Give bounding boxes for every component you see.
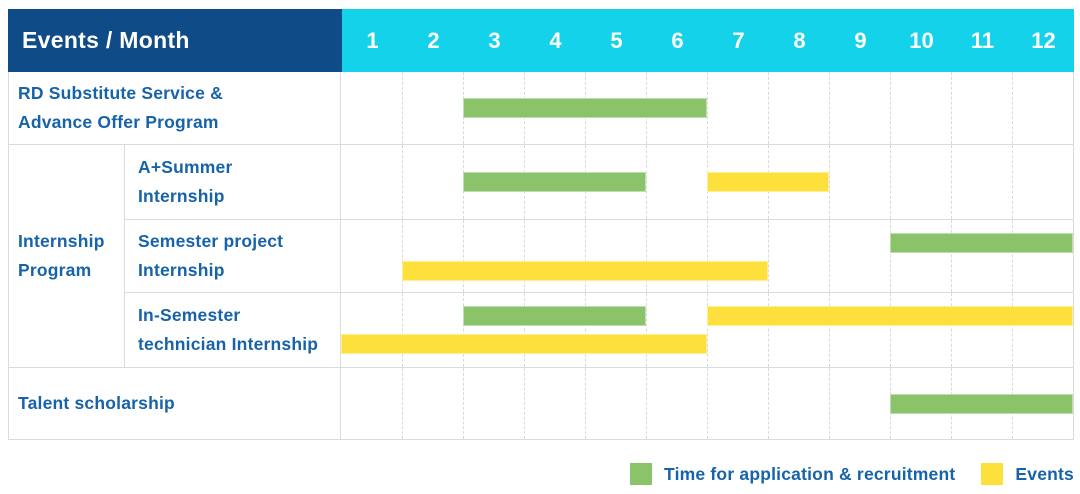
month-gridline bbox=[585, 220, 586, 292]
table-header-row: Events / Month 1 2 3 4 5 6 7 8 9 10 11 12 bbox=[8, 9, 1074, 72]
month-gridline bbox=[829, 72, 830, 144]
group-label-line: Internship bbox=[18, 231, 105, 251]
month-gridline bbox=[402, 72, 403, 144]
month-gridline bbox=[829, 220, 830, 292]
row-label-line: Internship bbox=[138, 186, 225, 206]
gantt-bar-application bbox=[463, 172, 646, 192]
month-gridline bbox=[463, 293, 464, 367]
header-month-scale: 1 2 3 4 5 6 7 8 9 10 11 12 bbox=[342, 9, 1074, 72]
row-label-line: Advance Offer Program bbox=[18, 112, 219, 132]
month-gridline bbox=[1012, 145, 1013, 219]
row-label-line: RD Substitute Service & bbox=[18, 83, 223, 103]
month-label-8: 8 bbox=[793, 27, 806, 53]
month-gridline bbox=[524, 220, 525, 292]
month-label-5: 5 bbox=[610, 27, 623, 53]
month-gridline bbox=[951, 293, 952, 367]
month-gridline bbox=[463, 368, 464, 439]
month-label-9: 9 bbox=[854, 27, 867, 53]
legend: Time for application & recruitment Event… bbox=[630, 452, 1074, 494]
month-gridline bbox=[707, 368, 708, 439]
gantt-bar-application bbox=[463, 98, 707, 118]
row-label-line: A+Summer bbox=[138, 157, 233, 177]
month-gridline bbox=[768, 368, 769, 439]
row-label-in-semester-technician-internship: In-Semester technician Internship bbox=[125, 293, 341, 368]
row-label-line: In-Semester bbox=[138, 305, 241, 325]
month-gridline bbox=[707, 72, 708, 144]
month-gridline bbox=[402, 293, 403, 367]
month-gridline bbox=[768, 72, 769, 144]
month-label-6: 6 bbox=[671, 27, 684, 53]
gantt-table: Events / Month 1 2 3 4 5 6 7 8 9 10 11 12 RD Substi… bbox=[8, 9, 1074, 440]
month-gridline bbox=[707, 220, 708, 292]
gantt-table-body: RD Substitute Service & Advance Offer Pr… bbox=[8, 72, 1074, 440]
header-events-month-label: Events / Month bbox=[8, 9, 342, 72]
month-gridline bbox=[890, 72, 891, 144]
month-label-12: 12 bbox=[1031, 27, 1056, 53]
month-gridline bbox=[402, 368, 403, 439]
month-label-10: 10 bbox=[909, 27, 934, 53]
month-gridline bbox=[890, 293, 891, 367]
month-gridline bbox=[402, 145, 403, 219]
yellow-swatch-icon bbox=[981, 463, 1004, 485]
chart-row-semester-project-internship bbox=[341, 220, 1073, 293]
month-gridline bbox=[707, 293, 708, 367]
row-label-talent-scholarship: Talent scholarship bbox=[9, 368, 341, 440]
month-gridline bbox=[463, 220, 464, 292]
month-gridline bbox=[829, 368, 830, 439]
month-gridline bbox=[951, 220, 952, 292]
month-label-11: 11 bbox=[970, 27, 995, 53]
month-gridline bbox=[524, 368, 525, 439]
gantt-bar-events bbox=[341, 334, 707, 354]
month-gridline bbox=[768, 220, 769, 292]
chart-row-a-plus-summer-internship bbox=[341, 145, 1073, 220]
month-label-3: 3 bbox=[488, 27, 501, 53]
month-label-1: 1 bbox=[366, 27, 379, 53]
row-label-line: Internship bbox=[138, 260, 225, 280]
legend-item-events: Events bbox=[981, 463, 1074, 485]
group-label-line: Program bbox=[18, 260, 92, 280]
month-gridline bbox=[890, 145, 891, 219]
month-label-2: 2 bbox=[427, 27, 440, 53]
gantt-bar-events bbox=[402, 261, 768, 281]
month-gridline bbox=[890, 220, 891, 292]
month-label-7: 7 bbox=[732, 27, 745, 53]
month-gridline bbox=[768, 293, 769, 367]
legend-label-events: Events bbox=[1015, 463, 1074, 484]
gantt-bar-events bbox=[707, 306, 1073, 326]
row-label-semester-project-internship: Semester project Internship bbox=[125, 220, 341, 293]
month-gridline bbox=[1012, 72, 1013, 144]
month-gridline bbox=[646, 293, 647, 367]
row-label-line: technician Internship bbox=[138, 334, 319, 354]
legend-label-application: Time for application & recruitment bbox=[664, 463, 956, 484]
month-gridline bbox=[585, 368, 586, 439]
row-label-rd-substitute-service: RD Substitute Service & Advance Offer Pr… bbox=[9, 72, 341, 145]
month-gridline bbox=[829, 145, 830, 219]
month-gridline bbox=[829, 293, 830, 367]
gantt-bar-application bbox=[890, 393, 1073, 414]
row-label-line: Talent scholarship bbox=[18, 393, 175, 413]
group-label-internship-program: Internship Program bbox=[9, 145, 125, 368]
month-gridline bbox=[951, 145, 952, 219]
month-gridline bbox=[951, 72, 952, 144]
gantt-bar-application bbox=[890, 233, 1073, 253]
gantt-bar-application bbox=[463, 306, 646, 326]
month-gridline bbox=[585, 293, 586, 367]
green-swatch-icon bbox=[630, 463, 653, 485]
month-gridline bbox=[1012, 293, 1013, 367]
month-gridline bbox=[402, 220, 403, 292]
legend-item-application: Time for application & recruitment bbox=[630, 463, 955, 485]
chart-row-rd-substitute-service bbox=[341, 72, 1073, 145]
month-gridline bbox=[646, 145, 647, 219]
month-gridline bbox=[646, 368, 647, 439]
month-gridline bbox=[1012, 220, 1013, 292]
gantt-bar-events bbox=[707, 172, 829, 192]
month-label-4: 4 bbox=[549, 27, 562, 53]
chart-row-in-semester-technician-internship bbox=[341, 293, 1073, 368]
month-gridline bbox=[646, 220, 647, 292]
chart-row-talent-scholarship bbox=[341, 368, 1073, 440]
row-label-a-plus-summer-internship: A+Summer Internship bbox=[125, 145, 341, 220]
month-gridline bbox=[524, 293, 525, 367]
row-label-line: Semester project bbox=[138, 231, 284, 251]
